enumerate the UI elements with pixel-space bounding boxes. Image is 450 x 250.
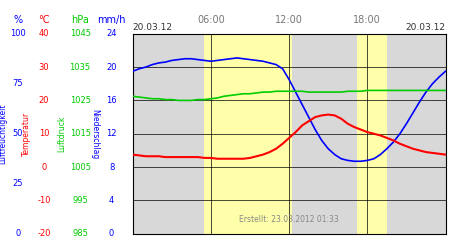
Text: 20: 20: [106, 62, 117, 72]
Text: hPa: hPa: [71, 15, 89, 25]
Text: 985: 985: [72, 229, 88, 238]
Text: Luftfeuchtigkeit: Luftfeuchtigkeit: [0, 104, 7, 164]
Text: 24: 24: [106, 29, 117, 38]
Text: 12:00: 12:00: [275, 15, 303, 25]
Text: 30: 30: [39, 62, 50, 72]
Text: -10: -10: [37, 196, 51, 205]
Text: 1045: 1045: [70, 29, 90, 38]
Text: 1035: 1035: [70, 62, 90, 72]
Bar: [204, 34, 292, 234]
Text: 20: 20: [39, 96, 50, 105]
Text: 50: 50: [13, 129, 23, 138]
Text: Temperatur: Temperatur: [22, 112, 31, 156]
Text: 100: 100: [10, 29, 26, 38]
Text: 18:00: 18:00: [353, 15, 381, 25]
Text: 1025: 1025: [70, 96, 90, 105]
Text: %: %: [14, 15, 22, 25]
Text: -20: -20: [37, 229, 51, 238]
Text: 10: 10: [39, 129, 50, 138]
Text: Niederschlag: Niederschlag: [90, 108, 99, 159]
Text: 12: 12: [106, 129, 117, 138]
Text: 20.03.12: 20.03.12: [405, 24, 446, 32]
Text: mm/h: mm/h: [97, 15, 126, 25]
Text: 1005: 1005: [70, 162, 90, 172]
Text: 75: 75: [13, 79, 23, 88]
Text: 0: 0: [15, 229, 21, 238]
Text: Luftdruck: Luftdruck: [58, 116, 67, 152]
Text: 4: 4: [109, 196, 114, 205]
Text: 25: 25: [13, 179, 23, 188]
Bar: [357, 34, 387, 234]
Text: Erstellt: 23.03.2012 01:33: Erstellt: 23.03.2012 01:33: [239, 215, 339, 224]
Text: 40: 40: [39, 29, 50, 38]
Text: 20.03.12: 20.03.12: [133, 24, 173, 32]
Text: 0: 0: [109, 229, 114, 238]
Text: 8: 8: [109, 162, 114, 172]
Text: 1015: 1015: [70, 129, 90, 138]
Text: 06:00: 06:00: [197, 15, 225, 25]
Text: 0: 0: [41, 162, 47, 172]
Text: °C: °C: [38, 15, 50, 25]
Text: 995: 995: [72, 196, 88, 205]
Text: 16: 16: [106, 96, 117, 105]
